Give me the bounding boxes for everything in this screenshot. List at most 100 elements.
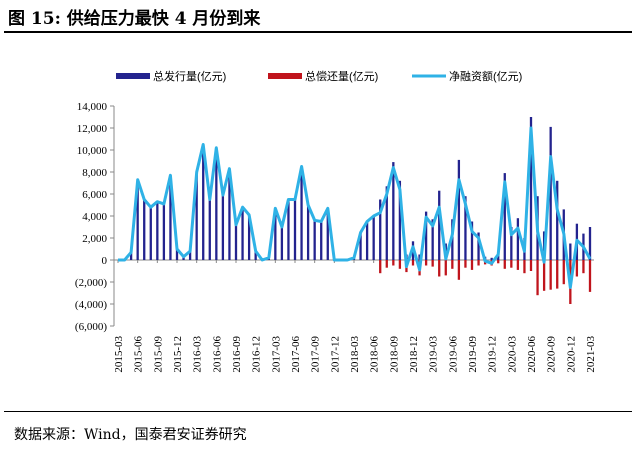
repayment-bar [411,260,415,266]
issuance-bar [136,179,139,260]
issuance-bar [490,257,493,260]
y-tick-label: 10,000 [77,145,108,157]
legend-label-issuance: 总发行量(亿元) [153,69,226,83]
issuance-bar [379,199,382,260]
x-tick-label: 2019-09 [467,336,479,373]
issuance-bar [365,221,369,260]
issuance-bar [287,199,290,260]
y-axis: (6,000) (4,000) (2,000) 0 2,000 4,000 6,000 8,0… [75,101,115,333]
x-tick-label: 2020-12 [565,336,577,373]
source-rule [4,411,632,412]
y-tick-label: (6,000) [75,321,107,333]
issuance-bar [529,117,533,260]
issuance-bar [510,227,513,260]
issuance-bar [359,232,362,260]
issuance-bar [398,180,402,260]
x-tick-label: 2017-06 [290,336,302,373]
x-tick-label: 2020-09 [546,336,558,373]
repayment-bar [438,260,441,277]
repayment-bar [392,260,395,266]
legend-swatch-issuance [116,73,150,79]
issuance-bar [208,199,211,260]
x-tick-label: 2019-06 [447,336,459,373]
x-tick-label: 2015-03 [113,336,125,373]
repayment-bar [464,260,467,268]
issuance-bar [477,232,480,260]
x-tick-label: 2015-12 [172,336,184,373]
issuance-bar [228,168,231,260]
repayment-bar [542,260,546,291]
chart-legend: 总发行量(亿元) 总偿还量(亿元) 净融资额(亿元) [116,69,522,83]
issuance-bar [149,207,152,260]
x-tick-label: 2015-06 [133,336,145,373]
x-axis: 2015-03 2015-06 2015-09 2015-12 2016-03 2016-… [113,259,597,373]
y-tick-label: (4,000) [75,299,107,311]
issuance-bar [300,166,303,260]
x-tick-label: 2015-09 [152,336,164,373]
x-tick-label: 2017-09 [310,336,322,373]
legend-label-net: 净融资额(亿元) [449,69,522,83]
issuance-bar [182,256,185,260]
x-tick-label: 2020-03 [506,336,518,373]
repayment-bar [451,260,454,269]
issuance-bar [254,251,257,260]
x-tick-label: 2018-06 [369,336,381,373]
issuance-bar [588,227,592,260]
y-tick-label: 12,000 [77,123,108,135]
issuance-bar [556,180,559,260]
repayment-bar [575,260,579,277]
issuance-bar [549,126,552,261]
x-tick-label: 2016-09 [231,336,243,373]
figure-title: 图 15: 供给压力最快 4 月份到来 [8,9,261,29]
y-tick-label: 6,000 [82,189,107,201]
x-tick-label: 2019-03 [428,336,440,373]
issuance-bar [169,175,172,260]
net-financing-line [118,126,592,289]
issuance-bar [129,252,133,260]
issuance-bar [313,220,316,260]
issuance-bar [438,190,441,260]
legend-swatch-repayment [268,73,302,79]
x-tick-label: 2017-12 [329,336,341,373]
issuance-chart: 总发行量(亿元) 总偿还量(亿元) 净融资额(亿元) (6,000) (4,000… [75,69,597,373]
y-tick-label: 8,000 [82,167,107,179]
issuance-bar [503,173,506,260]
y-tick-label: (2,000) [75,277,107,289]
repayment-bar [523,260,526,274]
y-tick-label: 4,000 [82,211,107,223]
issuance-bar [385,186,388,260]
x-tick-label: 2017-03 [270,336,282,373]
x-tick-label: 2018-12 [408,336,420,373]
issuance-bar [247,214,251,260]
x-tick-label: 2016-12 [251,336,263,373]
y-tick-label: 14,000 [77,101,108,113]
issuance-bar [372,216,375,260]
repayment-bar [588,260,592,292]
repayment-bar [424,260,428,266]
issuance-bar [280,227,284,260]
issuance-bar [392,162,395,260]
y-tick-label: 2,000 [82,233,107,245]
issuance-bar [470,221,474,260]
repayment-bar [516,260,520,270]
x-tick-label: 2019-12 [487,336,499,373]
repayment-bar [497,260,500,264]
repayment-bar [529,260,533,271]
issuance-bar [293,199,297,260]
repayment-bar [503,260,506,269]
repayment-bar [457,260,461,280]
issuance-bar [195,172,198,260]
issuance-bar [418,254,421,260]
bar-series [129,117,592,304]
x-tick-label: 2018-03 [349,336,361,373]
issuance-bar [516,218,520,260]
repayment-bar [444,260,447,276]
issuance-bar [215,147,218,260]
repayment-bar [470,260,474,270]
x-tick-label: 2021-03 [585,336,597,373]
repayment-bar [556,260,559,289]
repayment-bar [477,260,480,266]
issuance-bar [424,211,428,260]
issuance-bar [431,219,434,260]
issuance-bar [274,208,277,260]
